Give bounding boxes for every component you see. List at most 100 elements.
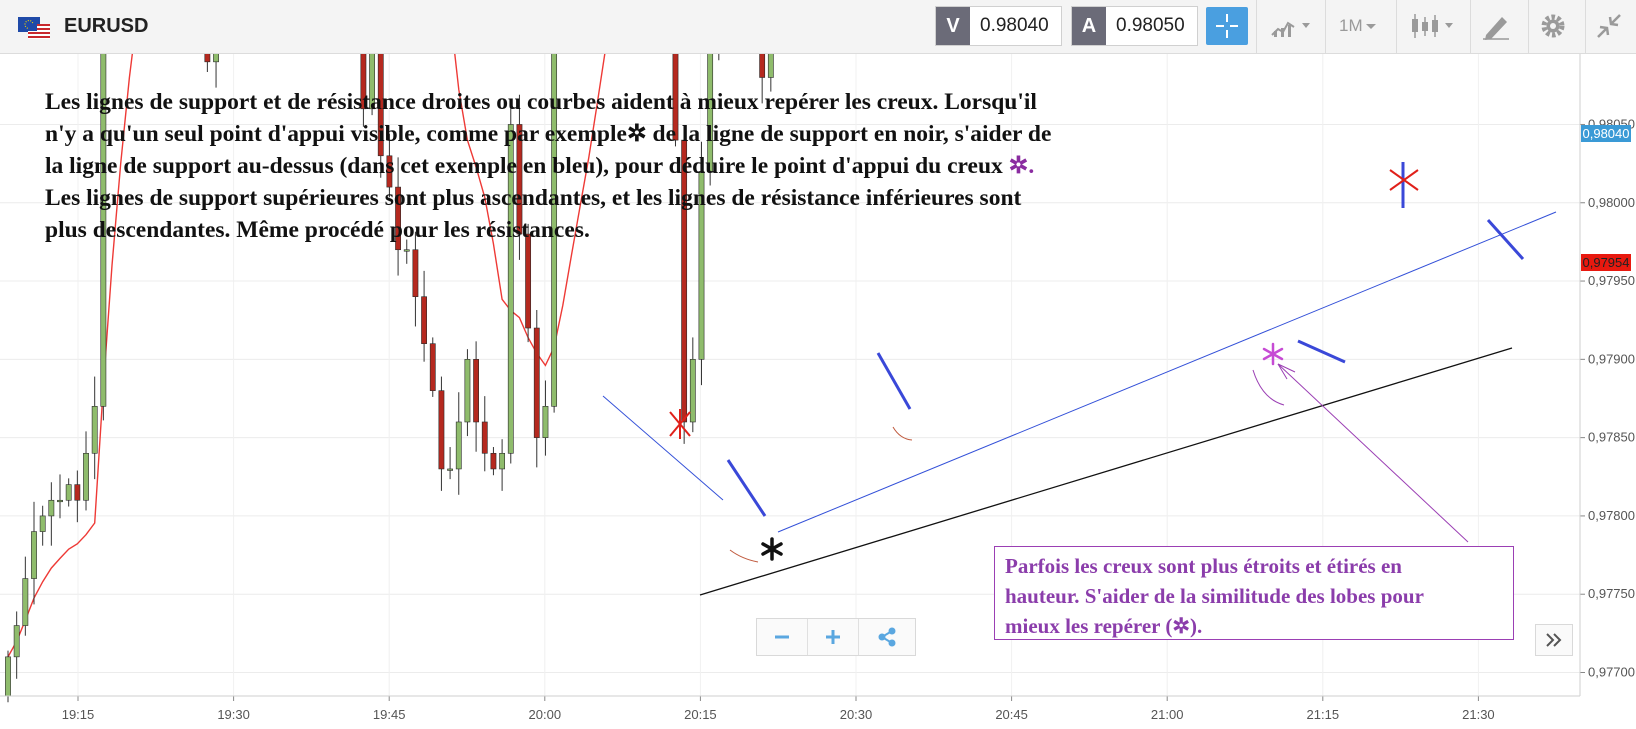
candle bbox=[65, 478, 72, 507]
candle bbox=[455, 392, 462, 495]
callout-line: Parfois les creux sont plus étroits et é… bbox=[1005, 554, 1402, 578]
symbol-title: EURUSD bbox=[64, 15, 149, 37]
candle bbox=[386, 133, 393, 198]
zoom-controls bbox=[756, 618, 916, 656]
candle bbox=[718, 54, 720, 61]
x-tick-label: 20:15 bbox=[684, 707, 717, 722]
chart-annotation-text: Les lignes de support et de résistance d… bbox=[45, 86, 1265, 246]
collapse-icon bbox=[1597, 14, 1621, 38]
annotation-line: Les lignes de support supérieures sont p… bbox=[45, 185, 1022, 211]
candle bbox=[100, 54, 107, 421]
annotation-line: la ligne de support au-dessus (dans cet … bbox=[45, 153, 1035, 179]
black-support-line bbox=[699, 347, 1513, 596]
share-button[interactable] bbox=[859, 619, 915, 655]
blue-trend-line-left bbox=[602, 395, 724, 501]
candle bbox=[759, 54, 766, 104]
candle bbox=[369, 54, 375, 116]
settings-button[interactable] bbox=[1538, 8, 1568, 44]
candle bbox=[473, 341, 480, 452]
timeframe-dropdown[interactable]: 1M bbox=[1339, 8, 1379, 44]
draw-icon bbox=[1483, 17, 1509, 40]
purple-callout-arrow bbox=[1277, 363, 1469, 543]
red-lobe-left bbox=[729, 549, 759, 563]
candle bbox=[681, 126, 688, 444]
current-price-tag bbox=[1581, 125, 1631, 142]
minus-icon bbox=[775, 635, 789, 639]
eu-us-flag-icon bbox=[18, 17, 50, 39]
chevron-down-icon bbox=[1365, 24, 1376, 29]
ma-price-tag bbox=[1581, 254, 1631, 271]
candle bbox=[360, 54, 367, 127]
black-asterisk-mark bbox=[761, 537, 783, 561]
y-tick-label: 0,98000 bbox=[1588, 195, 1635, 210]
sell-price: 0.98040 bbox=[980, 15, 1049, 36]
annotation-line: plus descendantes. Même procédé pour les… bbox=[45, 217, 590, 243]
zoom-out-button[interactable] bbox=[757, 619, 808, 655]
blue-stroke-4 bbox=[1486, 218, 1525, 261]
candle bbox=[13, 611, 20, 679]
candle bbox=[542, 380, 549, 456]
indicators-button[interactable] bbox=[1268, 8, 1314, 44]
buy-quote[interactable]: A 0.98050 bbox=[1071, 6, 1198, 46]
purple-lobe bbox=[1252, 369, 1285, 406]
candle bbox=[507, 102, 514, 464]
x-tick-label: 19:30 bbox=[217, 707, 250, 722]
callout-line: mieux les repérer (✲). bbox=[1005, 614, 1203, 638]
chart-type-button[interactable] bbox=[1407, 8, 1457, 44]
x-tick-label: 21:15 bbox=[1307, 707, 1340, 722]
candle bbox=[377, 54, 384, 178]
price-chart[interactable]: 0,97700 0,97750 0,97800 0,97850 0,97900 0,979… bbox=[0, 54, 1636, 729]
callout-line: hauteur. S'aider de la similitude des lo… bbox=[1005, 584, 1424, 608]
sell-tag: V bbox=[936, 7, 970, 45]
y-tick-label: 0,97800 bbox=[1588, 508, 1635, 523]
candle bbox=[551, 54, 558, 413]
x-tick-label: 21:30 bbox=[1462, 707, 1495, 722]
candle bbox=[707, 54, 714, 186]
crosshair-button[interactable] bbox=[1206, 7, 1248, 45]
candle bbox=[412, 231, 419, 327]
candle bbox=[525, 223, 532, 343]
sell-quote[interactable]: V 0.98040 bbox=[935, 6, 1062, 46]
share-icon bbox=[878, 627, 896, 647]
candle bbox=[689, 337, 696, 433]
candle bbox=[83, 431, 89, 511]
gear-icon bbox=[1541, 14, 1565, 38]
candle bbox=[395, 157, 401, 276]
x-tick-label: 19:15 bbox=[62, 707, 95, 722]
callout-box: Parfois les creux sont plus étroits et é… bbox=[994, 546, 1514, 640]
candle bbox=[672, 54, 679, 147]
candle bbox=[447, 447, 453, 480]
candle bbox=[204, 54, 211, 73]
candle bbox=[767, 54, 774, 92]
blue-stroke-1 bbox=[726, 459, 767, 517]
blue-stroke-2 bbox=[876, 352, 912, 410]
red-cross-mark-right bbox=[1389, 169, 1419, 191]
x-tick-label: 21:00 bbox=[1151, 707, 1184, 722]
blue-support-line bbox=[777, 211, 1557, 533]
candle bbox=[516, 94, 523, 260]
y-tick-label: 0,97700 bbox=[1588, 665, 1635, 680]
purple-callout-arrow-head2 bbox=[1277, 363, 1288, 380]
annotation-line: n'y a qu'un seul point d'appui visible, … bbox=[45, 121, 1052, 147]
candle bbox=[438, 376, 445, 491]
y-tick-label: 0,97950 bbox=[1588, 273, 1635, 288]
candle bbox=[698, 141, 705, 386]
candle bbox=[39, 505, 46, 546]
buy-tag: A bbox=[1072, 7, 1106, 45]
current-price-label: 0,98040 bbox=[1583, 126, 1630, 141]
candle bbox=[464, 349, 471, 437]
draw-button[interactable] bbox=[1480, 8, 1512, 44]
candle bbox=[481, 396, 488, 472]
collapse-button[interactable] bbox=[1594, 8, 1624, 44]
scroll-forward-button[interactable] bbox=[1535, 624, 1573, 656]
candle bbox=[499, 439, 506, 491]
x-tick-label: 20:30 bbox=[840, 707, 873, 722]
ma-price-label: 0,97954 bbox=[1583, 255, 1630, 270]
zoom-in-button[interactable] bbox=[808, 619, 859, 655]
double-chevron-right-icon bbox=[1546, 633, 1562, 647]
candlestick-icon bbox=[1412, 14, 1453, 38]
candle bbox=[403, 239, 410, 264]
purple-asterisk-ref: ✲. bbox=[1008, 153, 1035, 179]
y-tick-label: 0,97750 bbox=[1588, 586, 1635, 601]
purple-asterisk-mark bbox=[1262, 342, 1284, 366]
